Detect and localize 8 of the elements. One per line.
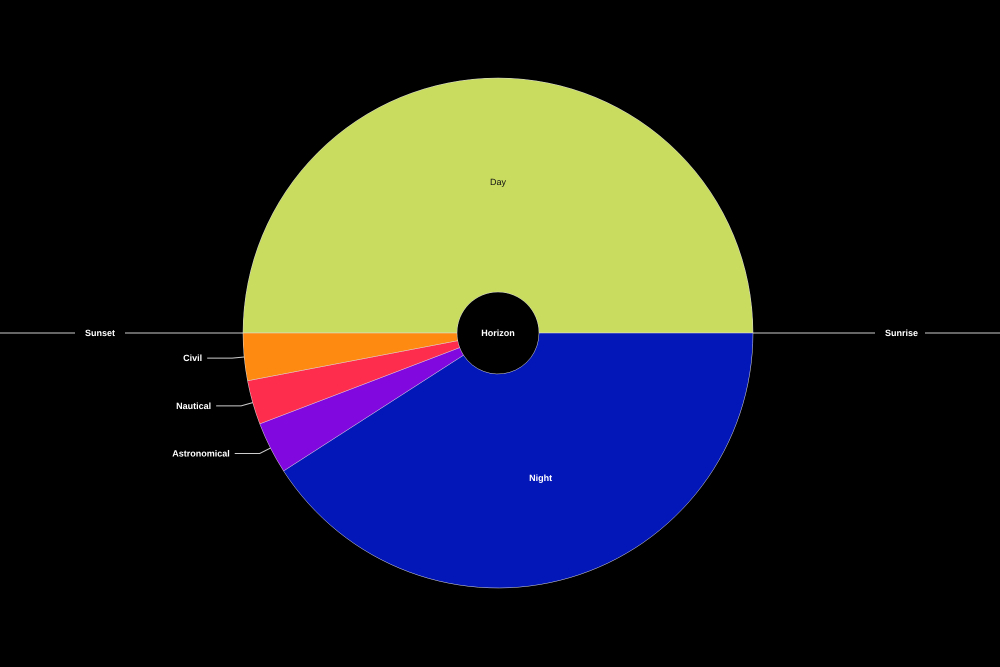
text: Horizon (481, 328, 515, 338)
slice-label: Night (529, 472, 552, 483)
slice-label: Day (490, 177, 506, 187)
text: Sunset (85, 328, 116, 338)
text: Sunrise (885, 328, 918, 338)
slice-label: Civil (183, 353, 202, 364)
slice-label: Nautical (176, 400, 212, 411)
slice-label: Astronomical (172, 448, 230, 458)
